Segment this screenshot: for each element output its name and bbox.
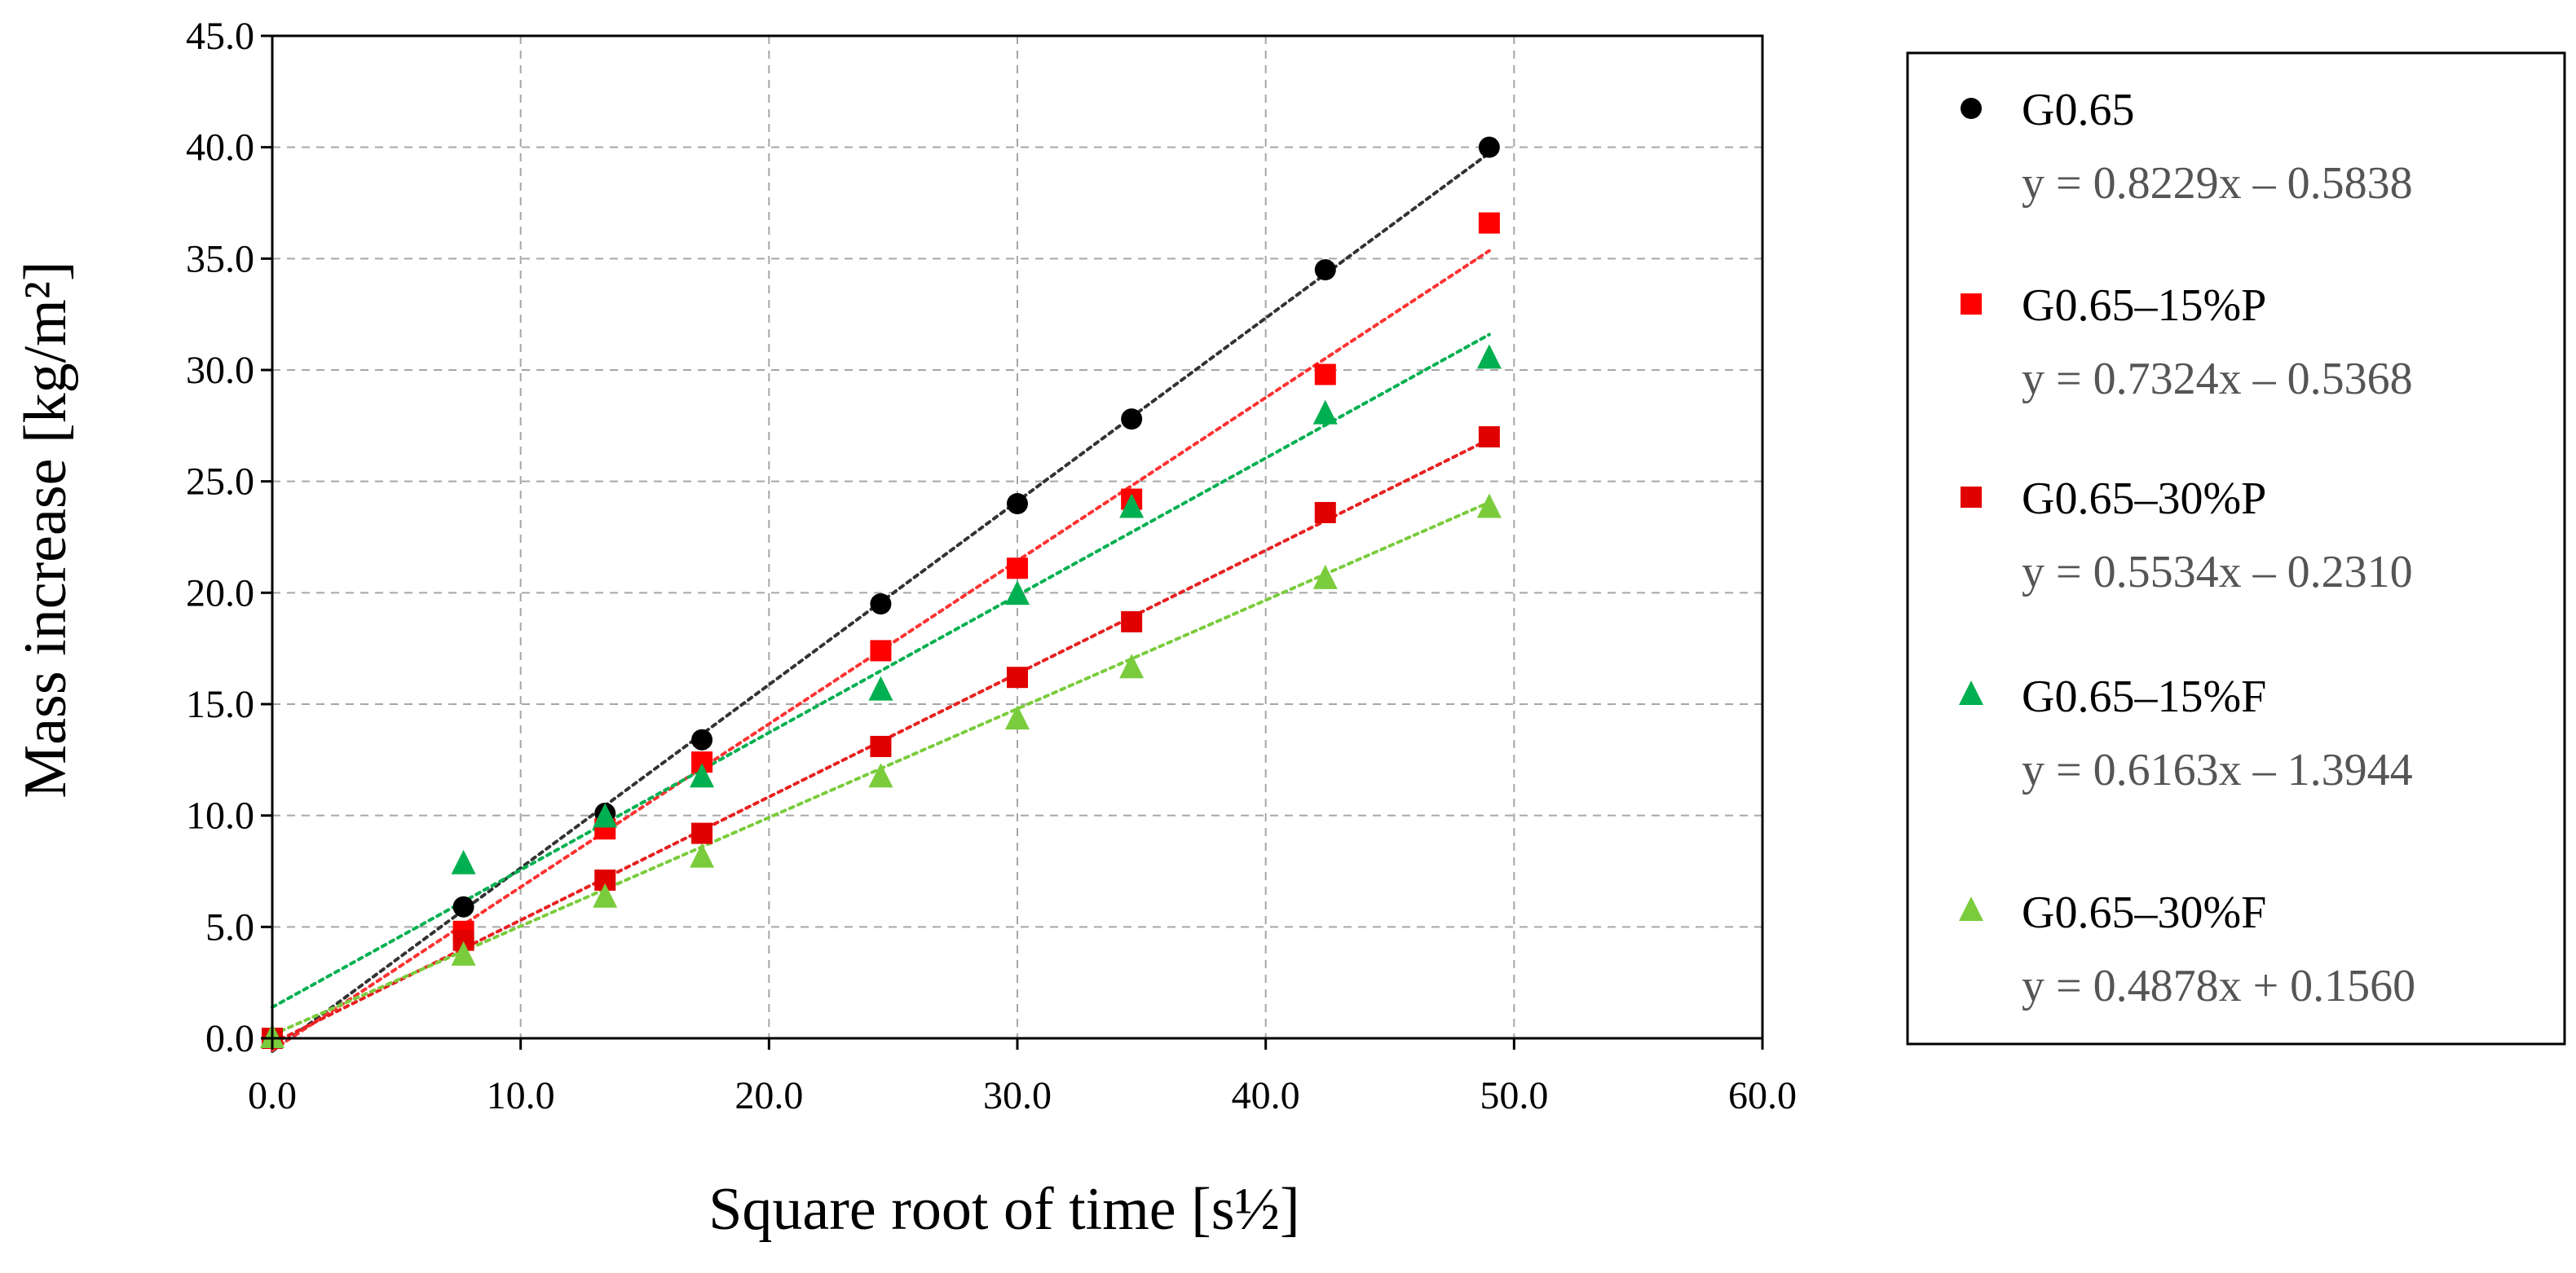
data-point-series-5 <box>593 883 618 908</box>
legend-equation-5: y = 0.4878x + 0.1560 <box>2022 961 2415 1011</box>
data-point-series-5 <box>1005 705 1030 730</box>
legend-marker-1 <box>1961 98 1982 119</box>
axis-ticks: 0.0 5.0 10.0 15.0 20.0 25.0 30.0 35.0 40.0 45.0 0.… <box>186 15 1797 1117</box>
data-point-series-3 <box>870 735 892 757</box>
y-tick-label: 10.0 <box>186 795 254 838</box>
data-point-series-2 <box>1478 212 1500 234</box>
data-point-series-1 <box>870 593 892 614</box>
data-point-series-3 <box>1007 667 1028 689</box>
legend-label-3: G0.65–30%P <box>2022 474 2266 524</box>
data-point-series-5 <box>1476 493 1502 518</box>
legend-equation-1: y = 0.8229x – 0.5838 <box>2022 158 2413 209</box>
x-tick-label: 30.0 <box>983 1074 1052 1117</box>
data-point-series-3 <box>1314 501 1336 523</box>
legend-label-2: G0.65–15%P <box>2022 280 2266 331</box>
data-point-series-1 <box>1478 136 1500 158</box>
y-tick-label: 15.0 <box>186 683 254 726</box>
y-tick-label: 0.0 <box>205 1017 254 1060</box>
legend-marker-5 <box>1959 896 1983 921</box>
x-tick-label: 10.0 <box>487 1074 555 1117</box>
data-point-series-5 <box>1312 564 1338 589</box>
legend: G0.65 y = 0.8229x – 0.5838 G0.65–15%P y = 0… <box>1906 51 2566 1046</box>
data-point-series-3 <box>691 822 713 844</box>
legend-entry-5: G0.65–30%F y = 0.4878x + 0.1560 <box>1959 888 2415 1011</box>
data-point-series-5 <box>451 940 476 966</box>
y-tick-label: 35.0 <box>186 237 254 280</box>
y-tick-label: 40.0 <box>186 126 254 170</box>
x-tick-label: 0.0 <box>248 1074 297 1117</box>
y-axis-title: Mass increase [kg/m²] <box>12 261 79 798</box>
data-markers <box>260 136 1502 1049</box>
data-point-series-5 <box>690 843 715 868</box>
legend-equation-3: y = 0.5534x – 0.2310 <box>2022 547 2413 597</box>
data-point-series-5 <box>1119 654 1145 679</box>
legend-label-1: G0.65 <box>2022 85 2134 135</box>
data-point-series-5 <box>868 763 893 788</box>
data-point-series-1 <box>1007 493 1028 514</box>
trend-line-4 <box>271 333 1491 1009</box>
data-point-series-4 <box>1119 493 1145 518</box>
data-point-series-2 <box>1314 363 1336 385</box>
grid-lines <box>272 36 1762 1038</box>
data-point-series-4 <box>1005 580 1030 606</box>
x-tick-label: 50.0 <box>1480 1074 1548 1117</box>
data-point-series-1 <box>691 729 713 751</box>
y-tick-label: 5.0 <box>205 905 254 949</box>
data-point-series-4 <box>868 676 893 701</box>
x-tick-label: 60.0 <box>1728 1074 1797 1117</box>
y-tick-label: 25.0 <box>186 460 254 504</box>
legend-marker-3 <box>1961 487 1982 508</box>
data-point-series-1 <box>452 896 474 918</box>
data-point-series-3 <box>1121 610 1143 632</box>
data-point-series-4 <box>593 803 618 828</box>
legend-label-4: G0.65–15%F <box>2022 672 2266 722</box>
data-point-series-2 <box>1007 557 1028 579</box>
data-point-series-4 <box>690 763 715 788</box>
legend-entry-4: G0.65–15%F y = 0.6163x – 1.3944 <box>1959 672 2413 795</box>
legend-equation-4: y = 0.6163x – 1.3944 <box>2022 745 2413 795</box>
legend-entry-2: G0.65–15%P y = 0.7324x – 0.5368 <box>1961 280 2413 404</box>
data-point-series-3 <box>1478 426 1500 447</box>
x-tick-label: 20.0 <box>734 1074 803 1117</box>
legend-label-5: G0.65–30%F <box>2022 888 2266 938</box>
y-tick-label: 20.0 <box>186 571 254 614</box>
data-point-series-1 <box>1314 259 1336 280</box>
data-point-series-1 <box>1121 408 1143 430</box>
data-point-series-4 <box>1312 399 1338 425</box>
y-tick-label: 30.0 <box>186 349 254 392</box>
legend-equation-2: y = 0.7324x – 0.5368 <box>2022 354 2413 404</box>
x-axis-title: Square root of time [s½] <box>708 1176 1299 1243</box>
data-point-series-4 <box>451 849 476 874</box>
y-tick-label: 45.0 <box>186 15 254 58</box>
data-point-series-4 <box>1476 344 1502 369</box>
legend-entry-3: G0.65–30%P y = 0.5534x – 0.2310 <box>1961 474 2413 597</box>
legend-entry-1: G0.65 y = 0.8229x – 0.5838 <box>1961 85 2413 209</box>
legend-marker-4 <box>1959 681 1983 705</box>
x-tick-label: 40.0 <box>1232 1074 1300 1117</box>
legend-box <box>1906 51 2566 1046</box>
data-point-series-2 <box>870 640 892 662</box>
trend-line-3 <box>271 438 1491 1046</box>
legend-marker-2 <box>1961 293 1982 315</box>
